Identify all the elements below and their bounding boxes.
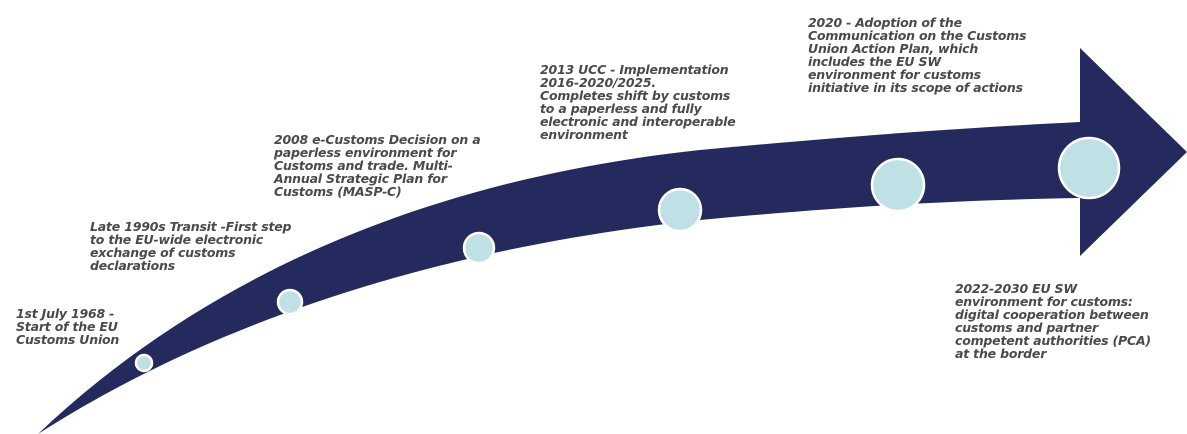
milestone-label-2020: 2020 - Adoption of the Communication on … bbox=[808, 15, 1027, 95]
milestone-dot-1968 bbox=[134, 353, 154, 373]
milestone-dot-2013 bbox=[657, 187, 703, 233]
milestone-dot-2020 bbox=[870, 157, 926, 213]
milestone-dot-1990s bbox=[276, 288, 304, 316]
milestone-label-2008: 2008 e-Customs Decision on a paperless e… bbox=[274, 132, 481, 199]
milestone-label-2013: 2013 UCC - Implementation 2016-2020/2025… bbox=[540, 62, 736, 142]
milestone-label-2022: 2022-2030 EU SW environment for customs:… bbox=[955, 281, 1151, 361]
milestone-dot-2022 bbox=[1057, 136, 1121, 200]
milestone-dot-2008 bbox=[462, 231, 496, 265]
milestone-label-1990s: Late 1990s Transit -First step to the EU… bbox=[90, 219, 292, 273]
milestone-label-1968: 1st July 1968 - Start of the EU Customs … bbox=[16, 306, 120, 347]
timeline-arrow bbox=[38, 48, 1187, 434]
